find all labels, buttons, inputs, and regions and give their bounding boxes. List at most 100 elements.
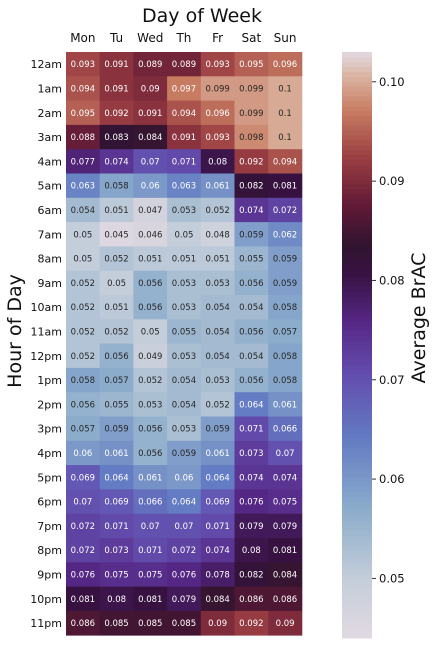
cell-value-label: 0.073 <box>239 449 263 459</box>
colorbar-tick-label: 0.08 <box>379 273 405 287</box>
colorbar-segment <box>342 286 372 291</box>
cell-value-label: 0.099 <box>239 84 263 94</box>
cell-value-label: 0.053 <box>205 279 229 289</box>
cell-value-label: 0.082 <box>239 570 263 580</box>
cell-value-label: 0.06 <box>73 449 92 459</box>
cell-value-label: 0.056 <box>239 279 263 289</box>
cell-value-label: 0.061 <box>273 400 297 410</box>
colorbar-segment <box>342 316 372 321</box>
colorbar-segment <box>342 609 372 614</box>
cell-value-label: 0.072 <box>71 546 95 556</box>
cell-value-label: 0.054 <box>71 206 95 216</box>
cell-value-label: 0.071 <box>239 425 263 435</box>
cell-value-label: 0.056 <box>138 449 162 459</box>
cell-value-label: 0.048 <box>205 230 229 240</box>
colorbar-segment <box>342 389 372 394</box>
cell-value-label: 0.051 <box>104 206 128 216</box>
cell-value-label: 0.071 <box>104 522 128 532</box>
cell-value-label: 0.049 <box>138 352 162 362</box>
cell-value-label: 0.093 <box>205 133 229 143</box>
cell-value-label: 0.055 <box>104 400 128 410</box>
colorbar-segment <box>342 472 372 477</box>
colorbar-segment <box>342 208 372 213</box>
cell-value-label: 0.07 <box>174 522 193 532</box>
cell-value-label: 0.089 <box>138 60 162 70</box>
cell-value-label: 0.076 <box>239 498 263 508</box>
cell-value-label: 0.056 <box>138 279 162 289</box>
x-tick-label: Fr <box>212 31 223 45</box>
cell-value-label: 0.061 <box>205 449 229 459</box>
cell-value-label: 0.059 <box>205 425 229 435</box>
cell-value-label: 0.073 <box>104 546 128 556</box>
colorbar-segment <box>342 194 372 199</box>
cell-value-label: 0.071 <box>205 522 229 532</box>
cell-value-label: 0.054 <box>205 303 229 313</box>
heatmap-cells: 0.093 0.091 0.089 0.089 0.093 0.095 0.0960.094… <box>66 52 302 636</box>
colorbar-segment <box>342 579 372 584</box>
cell-value-label: 0.053 <box>172 352 196 362</box>
colorbar-segment <box>342 550 372 555</box>
y-tick-label: 5am <box>38 180 62 193</box>
cell-value-label: 0.075 <box>273 498 297 508</box>
cell-value-label: 0.085 <box>104 619 128 629</box>
cell-value-label: 0.085 <box>172 619 196 629</box>
colorbar-segment <box>342 81 372 86</box>
colorbar-segment <box>342 277 372 282</box>
y-tick-label: 3am <box>38 131 62 144</box>
cell-value-label: 0.053 <box>172 425 196 435</box>
cell-value-label: 0.092 <box>104 109 128 119</box>
cell-value-label: 0.046 <box>138 230 162 240</box>
colorbar-segment <box>342 492 372 497</box>
cell-value-label: 0.053 <box>205 376 229 386</box>
cell-value-label: 0.069 <box>205 498 229 508</box>
colorbar-segment <box>342 448 372 453</box>
cell-value-label: 0.097 <box>172 84 196 94</box>
cell-value-label: 0.084 <box>273 570 297 580</box>
colorbar-segment <box>342 335 372 340</box>
y-tick-label: 10am <box>31 301 62 314</box>
cell-value-label: 0.053 <box>172 279 196 289</box>
colorbar-segment <box>342 443 372 448</box>
colorbar-segment <box>342 365 372 370</box>
colorbar-segment <box>342 555 372 560</box>
cell-value-label: 0.095 <box>239 60 263 70</box>
cell-value-label: 0.083 <box>104 133 128 143</box>
cell-value-label: 0.056 <box>138 425 162 435</box>
cell-value-label: 0.09 <box>276 619 295 629</box>
colorbar-segment <box>342 521 372 526</box>
cell-value-label: 0.064 <box>239 400 263 410</box>
cell-value-label: 0.054 <box>239 352 263 362</box>
colorbar-segment <box>342 125 372 130</box>
y-tick-label: 9am <box>38 277 62 290</box>
colorbar-segment <box>342 345 372 350</box>
cell-value-label: 0.064 <box>104 473 128 483</box>
cell-value-label: 0.057 <box>71 425 95 435</box>
colorbar-segment <box>342 135 372 140</box>
cell-value-label: 0.051 <box>205 255 229 265</box>
colorbar-segment <box>342 272 372 277</box>
colorbar-segment <box>342 589 372 594</box>
colorbar-segment <box>342 506 372 511</box>
cell-value-label: 0.086 <box>71 619 95 629</box>
cell-value-label: 0.071 <box>138 546 162 556</box>
cell-value-label: 0.072 <box>172 546 196 556</box>
cell-value-label: 0.069 <box>104 498 128 508</box>
cell-value-label: 0.061 <box>138 473 162 483</box>
y-tick-label: 3pm <box>37 423 62 436</box>
colorbar-segment <box>342 242 372 247</box>
colorbar-segment <box>342 252 372 257</box>
cell-value-label: 0.054 <box>205 327 229 337</box>
cell-value-label: 0.081 <box>273 546 297 556</box>
colorbar-segment <box>342 184 372 189</box>
cell-value-label: 0.053 <box>138 400 162 410</box>
cell-value-label: 0.093 <box>205 60 229 70</box>
y-axis-label: Hour of Day <box>4 274 26 388</box>
cell-value-label: 0.06 <box>141 182 160 192</box>
cell-value-label: 0.059 <box>172 449 196 459</box>
colorbar-segment <box>342 545 372 550</box>
colorbar-segment <box>342 594 372 599</box>
cell-value-label: 0.096 <box>205 109 229 119</box>
y-tick-label: 11pm <box>30 617 62 630</box>
cell-value-label: 0.052 <box>104 255 128 265</box>
colorbar-segment <box>342 355 372 360</box>
